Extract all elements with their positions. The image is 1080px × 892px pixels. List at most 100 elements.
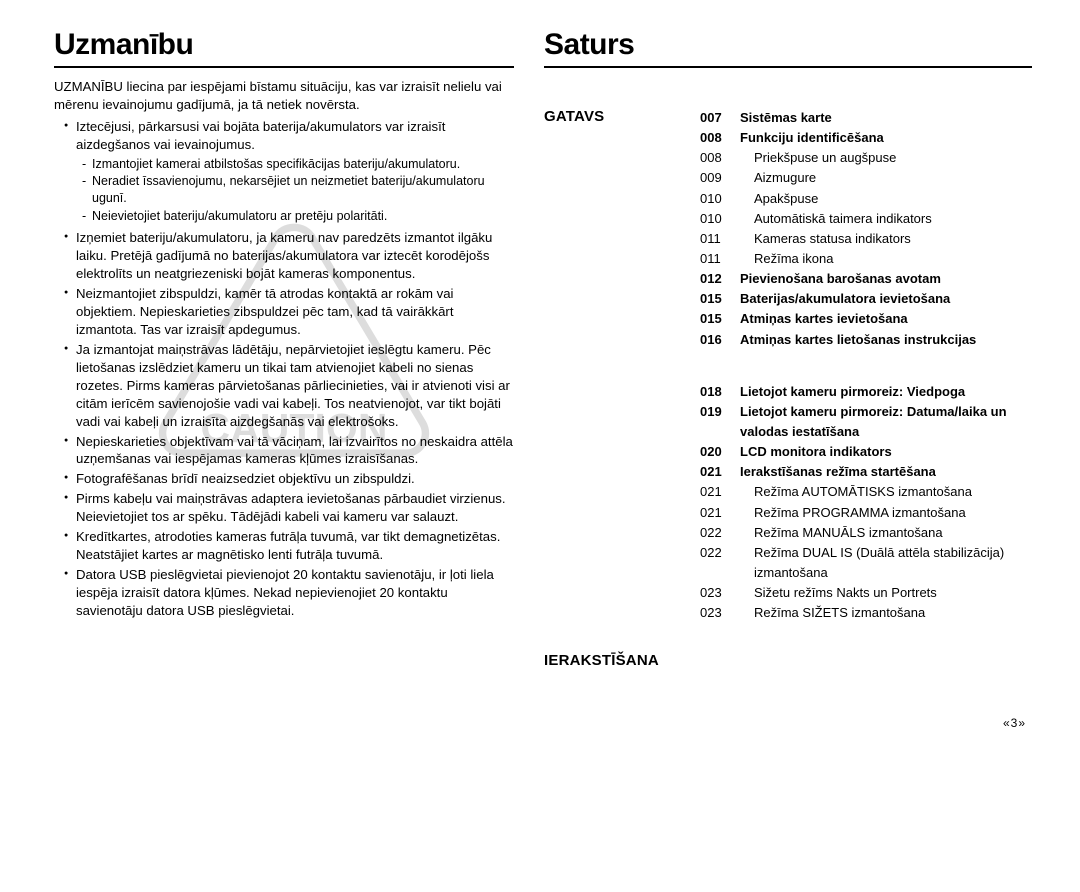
toc-entry-text: Baterijas/akumulatora ievietošana <box>740 289 1032 309</box>
toc-page-number: 009 <box>700 168 740 188</box>
toc-entry-text: Lietojot kameru pirmoreiz: Datuma/laika … <box>740 402 1032 442</box>
toc-page-number: 011 <box>700 229 740 249</box>
toc-row: 016Atmiņas kartes lietošanas instrukcija… <box>700 330 1032 350</box>
toc-row: 012Pievienošana barošanas avotam <box>700 269 1032 289</box>
toc-page-number: 015 <box>700 289 740 309</box>
toc-section-filler <box>544 125 692 620</box>
toc-entry-text: Pievienošana barošanas avotam <box>740 269 1032 289</box>
toc-page-number: 011 <box>700 249 740 269</box>
bullet-text: Iztecējusi, pārkarsusi vai bojāta bateri… <box>76 119 445 152</box>
toc-entry-text: Atmiņas kartes lietošanas instrukcijas <box>740 330 1032 350</box>
toc-row: 022Režīma MANUĀLS izmantošana <box>700 523 1032 543</box>
toc-page-number: 019 <box>700 402 740 442</box>
toc-row: 009Aizmugure <box>700 168 1032 188</box>
bullet-text: Ja izmantojat maiņstrāvas lādētāju, nepā… <box>76 342 510 429</box>
toc-row: 008Funkciju identificēšana <box>700 128 1032 148</box>
toc-page-number: 008 <box>700 128 740 148</box>
toc-page-number: 021 <box>700 462 740 482</box>
toc-page-number: 023 <box>700 603 740 623</box>
toc-page-number: 018 <box>700 382 740 402</box>
toc-entries: 007Sistēmas karte008Funkciju identificēš… <box>700 108 1032 892</box>
toc-entry-text: Režīma PROGRAMMA izmantošana <box>740 503 1032 523</box>
toc-page-number: 010 <box>700 209 740 229</box>
bullet-list: Iztecējusi, pārkarsusi vai bojāta bateri… <box>54 118 514 620</box>
bullet-item: Datora USB pieslēgvietai pievienojot 20 … <box>64 566 514 620</box>
toc-page-number: 016 <box>700 330 740 350</box>
toc-page-number: 020 <box>700 442 740 462</box>
sub-bullet-item: Neievietojiet bateriju/akumulatoru ar pr… <box>82 208 514 225</box>
bullet-text: Datora USB pieslēgvietai pievienojot 20 … <box>76 567 494 618</box>
toc-entry-text: Režīma DUAL IS (Duālā attēla stabilizāci… <box>740 543 1032 583</box>
toc-section-labels: GATAVS IERAKSTĪŠANA <box>544 108 700 892</box>
bullet-text: Fotografēšanas brīdī neaizsedziet objekt… <box>76 471 415 486</box>
toc-row: 015Baterijas/akumulatora ievietošana <box>700 289 1032 309</box>
toc-row: 010Apakšpuse <box>700 189 1032 209</box>
page-number: «3» <box>1003 716 1026 730</box>
toc-page-number: 008 <box>700 148 740 168</box>
toc-entry-text: Sistēmas karte <box>740 108 1032 128</box>
toc-entry-text: Ierakstīšanas režīma startēšana <box>740 462 1032 482</box>
toc-page-number: 022 <box>700 523 740 543</box>
toc-row: 023Režīma SIŽETS izmantošana <box>700 603 1032 623</box>
toc-row: 010Automātiskā taimera indikators <box>700 209 1032 229</box>
table-of-contents: GATAVS IERAKSTĪŠANA 007Sistēmas karte008F… <box>544 108 1032 892</box>
toc-row: 011Kameras statusa indikators <box>700 229 1032 249</box>
toc-entry-text: Režīma AUTOMĀTISKS izmantošana <box>740 482 1032 502</box>
toc-entry-text: Aizmugure <box>740 168 1032 188</box>
page-number-decor-right: » <box>1018 716 1026 730</box>
toc-entry-text: Automātiskā taimera indikators <box>740 209 1032 229</box>
toc-entry-text: Lietojot kameru pirmoreiz: Viedpoga <box>740 382 1032 402</box>
toc-entry-text: Sižetu režīms Nakts un Portrets <box>740 583 1032 603</box>
right-heading: Saturs <box>544 28 1032 68</box>
left-column: Uzmanību CAUTION UZMANĪBU liecina par ie… <box>54 28 544 726</box>
bullet-item: Ja izmantojat maiņstrāvas lādētāju, nepā… <box>64 341 514 431</box>
toc-page-number: 015 <box>700 309 740 329</box>
toc-entry-text: Priekšpuse un augšpuse <box>740 148 1032 168</box>
bullet-item: Nepieskarieties objektīvam vai tā vāciņa… <box>64 433 514 469</box>
toc-row: 008Priekšpuse un augšpuse <box>700 148 1032 168</box>
bullet-text: Nepieskarieties objektīvam vai tā vāciņa… <box>76 434 513 467</box>
toc-entry-text: Režīma MANUĀLS izmantošana <box>740 523 1032 543</box>
bullet-item: Neizmantojiet zibspuldzi, kamēr tā atrod… <box>64 285 514 339</box>
toc-page-number: 012 <box>700 269 740 289</box>
bullet-item: Pirms kabeļu vai maiņstrāvas adaptera ie… <box>64 490 514 526</box>
toc-entry-text: LCD monitora indikators <box>740 442 1032 462</box>
toc-entry-text: Režīma SIŽETS izmantošana <box>740 603 1032 623</box>
toc-row: 021Ierakstīšanas režīma startēšana <box>700 462 1032 482</box>
toc-entry-text: Kameras statusa indikators <box>740 229 1032 249</box>
bullet-text: Kredītkartes, atrodoties kameras futrāļa… <box>76 529 500 562</box>
toc-row: 019Lietojot kameru pirmoreiz: Datuma/lai… <box>700 402 1032 442</box>
sub-bullet-item: Neradiet īssavienojumu, nekarsējiet un n… <box>82 173 514 207</box>
bullet-item: Kredītkartes, atrodoties kameras futrāļa… <box>64 528 514 564</box>
toc-section-label: IERAKSTĪŠANA <box>544 652 692 669</box>
toc-row: 018Lietojot kameru pirmoreiz: Viedpoga <box>700 382 1032 402</box>
bullet-text: Pirms kabeļu vai maiņstrāvas adaptera ie… <box>76 491 506 524</box>
toc-row: 015Atmiņas kartes ievietošana <box>700 309 1032 329</box>
toc-row: 022Režīma DUAL IS (Duālā attēla stabiliz… <box>700 543 1032 583</box>
left-heading: Uzmanību <box>54 28 514 68</box>
toc-section-label: GATAVS <box>544 108 692 125</box>
bullet-item: Fotografēšanas brīdī neaizsedziet objekt… <box>64 470 514 488</box>
bullet-item: Izņemiet bateriju/akumulatoru, ja kameru… <box>64 229 514 283</box>
toc-entry-text: Atmiņas kartes ievietošana <box>740 309 1032 329</box>
intro-text: UZMANĪBU liecina par iespējami bīstamu s… <box>54 78 514 114</box>
sub-bullet-item: Izmantojiet kamerai atbilstošas specifik… <box>82 156 514 173</box>
toc-row: 011Režīma ikona <box>700 249 1032 269</box>
toc-entry-text: Apakšpuse <box>740 189 1032 209</box>
bullet-text: Izņemiet bateriju/akumulatoru, ja kameru… <box>76 230 492 281</box>
toc-row: 021Režīma AUTOMĀTISKS izmantošana <box>700 482 1032 502</box>
page-number-decor-left: « <box>1003 716 1011 730</box>
toc-page-number: 010 <box>700 189 740 209</box>
toc-entry-text: Režīma ikona <box>740 249 1032 269</box>
page: Uzmanību CAUTION UZMANĪBU liecina par ie… <box>0 0 1080 746</box>
toc-page-number: 021 <box>700 482 740 502</box>
toc-page-number: 022 <box>700 543 740 583</box>
toc-row: 020LCD monitora indikators <box>700 442 1032 462</box>
toc-section-filler <box>544 669 692 892</box>
toc-page-number: 021 <box>700 503 740 523</box>
bullet-item: Iztecējusi, pārkarsusi vai bojāta bateri… <box>64 118 514 225</box>
toc-row: 021Režīma PROGRAMMA izmantošana <box>700 503 1032 523</box>
bullet-text: Neizmantojiet zibspuldzi, kamēr tā atrod… <box>76 286 453 337</box>
sub-bullet-list: Izmantojiet kamerai atbilstošas specifik… <box>76 156 514 226</box>
toc-row: 007Sistēmas karte <box>700 108 1032 128</box>
